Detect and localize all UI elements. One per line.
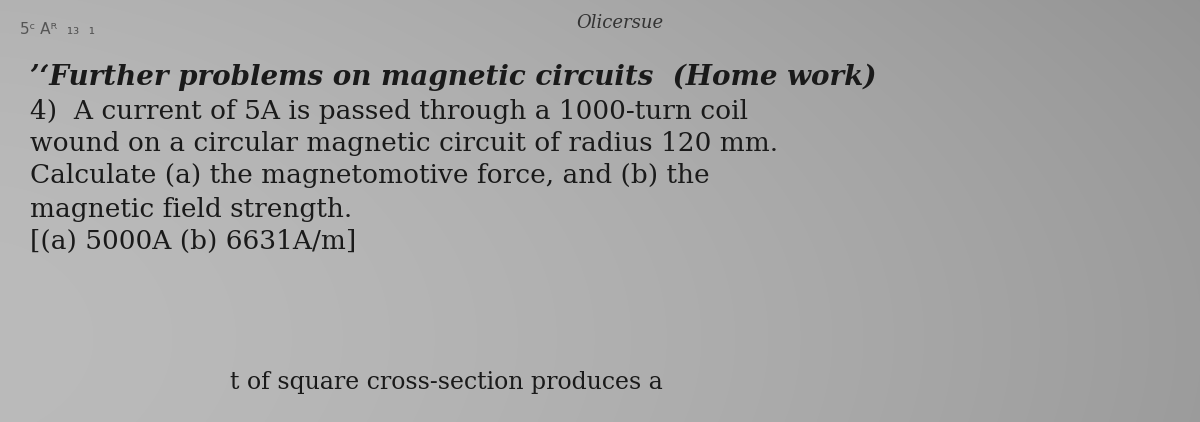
Text: Olicersue: Olicersue	[576, 14, 664, 32]
Text: 5ᶜ Aᴿ  ₁₃  ₁: 5ᶜ Aᴿ ₁₃ ₁	[20, 22, 95, 37]
Text: ’‘Further problems on magnetic circuits  (Home work): ’‘Further problems on magnetic circuits …	[30, 64, 876, 91]
Text: t of square cross-section produces a: t of square cross-section produces a	[230, 371, 662, 394]
Text: magnetic field strength.: magnetic field strength.	[30, 197, 353, 222]
Text: Calculate (a) the magnetomotive force, and (b) the: Calculate (a) the magnetomotive force, a…	[30, 163, 709, 188]
Text: [(a) 5000A (b) 6631A/m]: [(a) 5000A (b) 6631A/m]	[30, 229, 356, 254]
Text: wound on a circular magnetic circuit of radius 120 mm.: wound on a circular magnetic circuit of …	[30, 131, 778, 156]
Text: 4)  A current of 5A is passed through a 1000-turn coil: 4) A current of 5A is passed through a 1…	[30, 99, 748, 124]
